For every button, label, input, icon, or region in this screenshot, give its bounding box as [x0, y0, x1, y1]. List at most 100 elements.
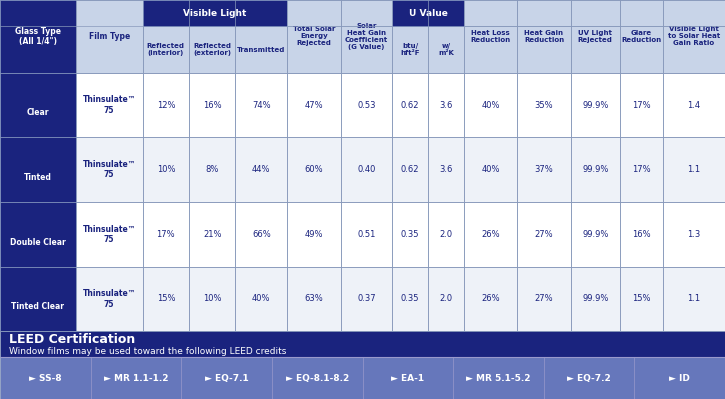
Bar: [0, 137, 76, 202]
Bar: [0, 0, 76, 26]
Text: 60%: 60%: [304, 165, 323, 174]
Bar: [663, 0, 725, 26]
Text: ► MR 5.1-5.2: ► MR 5.1-5.2: [466, 374, 531, 383]
Text: 99.9%: 99.9%: [582, 165, 608, 174]
Bar: [517, 26, 571, 73]
Text: 0.62: 0.62: [401, 101, 420, 110]
Text: 16%: 16%: [632, 230, 650, 239]
Text: 1.3: 1.3: [687, 230, 700, 239]
Bar: [392, 0, 428, 26]
Bar: [189, 137, 236, 202]
Bar: [517, 137, 571, 202]
Text: 40%: 40%: [252, 294, 270, 303]
Text: 74%: 74%: [252, 101, 270, 110]
Text: LEED Certification: LEED Certification: [9, 334, 135, 346]
Bar: [392, 137, 428, 202]
Bar: [0, 0, 76, 73]
Bar: [517, 267, 571, 331]
Text: 40%: 40%: [481, 165, 500, 174]
Bar: [0, 357, 725, 399]
Text: 99.9%: 99.9%: [582, 294, 608, 303]
Text: 44%: 44%: [252, 165, 270, 174]
Text: 0.53: 0.53: [357, 101, 376, 110]
Bar: [0, 202, 76, 267]
Bar: [464, 0, 517, 26]
Bar: [236, 202, 287, 267]
Text: U Value: U Value: [409, 9, 447, 18]
Text: ► EQ-8.1-8.2: ► EQ-8.1-8.2: [286, 374, 349, 383]
Text: 99.9%: 99.9%: [582, 230, 608, 239]
Bar: [571, 137, 620, 202]
Bar: [517, 73, 571, 137]
Text: 63%: 63%: [304, 294, 323, 303]
Bar: [464, 26, 517, 73]
Bar: [287, 267, 341, 331]
Text: Heat Loss
Reduction: Heat Loss Reduction: [471, 30, 510, 43]
Bar: [428, 26, 464, 73]
Text: Reflected
(interior): Reflected (interior): [147, 43, 185, 56]
Bar: [428, 0, 464, 26]
Bar: [517, 202, 571, 267]
Bar: [143, 73, 189, 137]
Text: Double Clear: Double Clear: [10, 237, 66, 247]
Bar: [236, 73, 287, 137]
Bar: [189, 267, 236, 331]
Text: ► ID: ► ID: [669, 374, 690, 383]
Text: Visible Light: Visible Light: [183, 9, 247, 18]
Bar: [0, 26, 76, 73]
Bar: [620, 73, 663, 137]
Bar: [236, 267, 287, 331]
Text: 49%: 49%: [304, 230, 323, 239]
Bar: [76, 267, 143, 331]
Text: 1.1: 1.1: [687, 165, 700, 174]
Text: ► EQ-7.2: ► EQ-7.2: [567, 374, 611, 383]
Text: Glass Type
(All 1/4"): Glass Type (All 1/4"): [15, 27, 61, 46]
Bar: [189, 73, 236, 137]
Bar: [76, 73, 143, 137]
Text: 66%: 66%: [252, 230, 270, 239]
Bar: [143, 0, 287, 26]
Text: btu/
hft²F: btu/ hft²F: [400, 43, 420, 56]
Text: Film Type: Film Type: [88, 32, 130, 41]
Bar: [620, 26, 663, 73]
Text: Thinsulate™
75: Thinsulate™ 75: [83, 95, 136, 115]
Bar: [392, 267, 428, 331]
Text: 17%: 17%: [632, 165, 650, 174]
Bar: [428, 73, 464, 137]
Bar: [76, 0, 143, 73]
Text: Glare
Reduction: Glare Reduction: [621, 30, 661, 43]
Text: ► EQ-7.1: ► EQ-7.1: [204, 374, 249, 383]
Bar: [341, 26, 392, 73]
Bar: [143, 0, 189, 26]
Text: Thinsulate™
75: Thinsulate™ 75: [83, 289, 136, 308]
Text: Visible Light
to Solar Heat
Gain Ratio: Visible Light to Solar Heat Gain Ratio: [668, 26, 720, 46]
Text: 1.4: 1.4: [687, 101, 700, 110]
Bar: [76, 0, 143, 26]
Text: 37%: 37%: [534, 165, 553, 174]
Bar: [287, 137, 341, 202]
Text: 3.6: 3.6: [439, 165, 452, 174]
Text: 0.35: 0.35: [401, 230, 420, 239]
Bar: [571, 202, 620, 267]
Text: 35%: 35%: [534, 101, 553, 110]
Bar: [620, 267, 663, 331]
Text: 2.0: 2.0: [439, 230, 452, 239]
Bar: [663, 267, 725, 331]
Bar: [464, 137, 517, 202]
Text: 0.35: 0.35: [401, 294, 420, 303]
Text: 17%: 17%: [157, 230, 175, 239]
Bar: [287, 0, 341, 73]
Text: 17%: 17%: [632, 101, 650, 110]
Bar: [620, 0, 663, 26]
Bar: [571, 267, 620, 331]
Bar: [571, 0, 620, 26]
Text: 15%: 15%: [632, 294, 650, 303]
Text: 0.37: 0.37: [357, 294, 376, 303]
Bar: [571, 0, 620, 26]
Bar: [287, 0, 341, 26]
Text: ► SS-8: ► SS-8: [29, 374, 62, 383]
Bar: [620, 202, 663, 267]
Text: 2.0: 2.0: [439, 294, 452, 303]
Text: 21%: 21%: [203, 230, 222, 239]
Bar: [0, 267, 76, 331]
